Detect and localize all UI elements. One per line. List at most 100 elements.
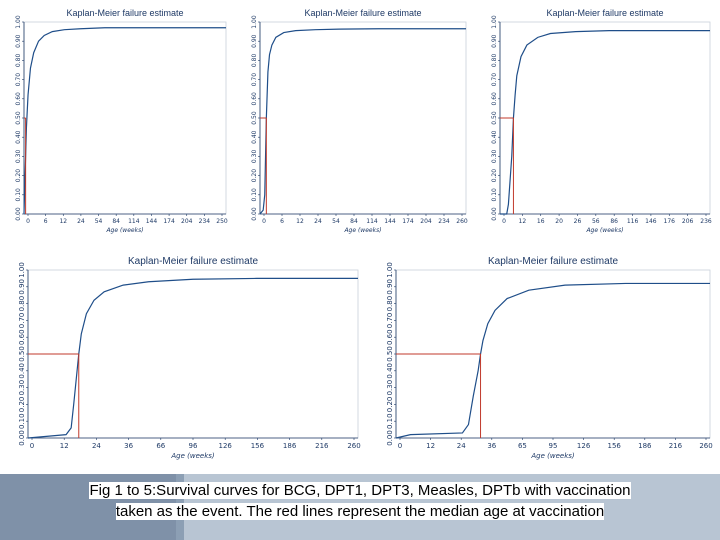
- caption-line-1: Fig 1 to 5:Survival curves for BCG, DPT1…: [89, 482, 631, 499]
- figure-caption: Fig 1 to 5:Survival curves for BCG, DPT1…: [4, 480, 716, 522]
- chart-title: Kaplan-Meier failure estimate: [546, 8, 663, 18]
- y-tick-label: 0.10: [18, 413, 26, 429]
- x-tick-label: 24: [314, 218, 322, 225]
- x-tick-label: 156: [608, 442, 622, 450]
- x-tick-label: 54: [332, 218, 340, 225]
- x-axis-label: Age (weeks): [105, 227, 143, 234]
- y-tick-label: 1.00: [251, 15, 258, 29]
- x-tick-label: 114: [366, 218, 378, 225]
- x-tick-label: 236: [700, 218, 712, 225]
- x-tick-label: 176: [664, 218, 676, 225]
- y-tick-label: 1.00: [18, 262, 26, 278]
- y-tick-label: 0.10: [491, 188, 498, 202]
- x-tick-label: 65: [518, 442, 527, 450]
- y-tick-label: 0.90: [18, 279, 26, 295]
- x-tick-label: 96: [189, 442, 198, 450]
- y-tick-label: 0.60: [386, 329, 394, 345]
- x-tick-label: 12: [59, 218, 67, 225]
- x-tick-label: 0: [262, 218, 266, 225]
- y-tick-label: 0.60: [491, 92, 498, 106]
- x-tick-label: 174: [163, 218, 175, 225]
- km-chart-4-svg: Kaplan-Meier failure estimate 0.000.100.2…: [18, 256, 361, 460]
- x-tick-label: 216: [669, 442, 683, 450]
- x-tick-label: 24: [457, 442, 466, 450]
- y-tick-label: 0.50: [15, 111, 22, 125]
- x-tick-label: 186: [283, 442, 297, 450]
- plot-area: [499, 21, 711, 215]
- y-tick-label: 0.40: [491, 130, 498, 144]
- y-tick-label: 1.00: [386, 262, 394, 278]
- x-axis-label: Age (weeks): [530, 452, 575, 460]
- x-axis-label: Age (weeks): [585, 227, 623, 234]
- x-tick-label: 26: [574, 218, 582, 225]
- y-tick-label: 0.00: [18, 430, 26, 446]
- y-tick-label: 0.20: [15, 169, 22, 183]
- x-tick-label: 156: [251, 442, 265, 450]
- x-tick-label: 6: [280, 218, 284, 225]
- y-tick-label: 0.70: [251, 73, 258, 87]
- y-tick-label: 0.20: [386, 397, 394, 413]
- x-tick-label: 86: [610, 218, 618, 225]
- km-curve: [27, 277, 358, 439]
- km-chart-5: Kaplan-Meier failure estimate 0.00 0.10 0.2…: [372, 250, 716, 468]
- y-tick-label: 0.80: [251, 54, 258, 68]
- x-tick-label: 174: [402, 218, 414, 225]
- y-tick-label: 0.30: [15, 150, 22, 164]
- y-tick-label: 0.40: [386, 363, 394, 379]
- km-curve: [23, 27, 226, 215]
- x-tick-label: 95: [549, 442, 558, 450]
- x-tick-label: 24: [77, 218, 85, 225]
- y-tick-label: 0.20: [251, 169, 258, 183]
- km-chart-5-svg: Kaplan-Meier failure estimate 0.000.100.2…: [386, 256, 713, 460]
- x-tick-label: 0: [502, 218, 506, 225]
- km-curve: [500, 30, 710, 215]
- x-tick-label: 234: [438, 218, 450, 225]
- chart-title: Kaplan-Meier failure estimate: [66, 8, 183, 18]
- x-tick-label: 204: [181, 218, 193, 225]
- x-tick-label: 20: [555, 218, 563, 225]
- x-axis-label: Age (weeks): [343, 227, 381, 234]
- y-tick-label: 0.90: [251, 34, 258, 48]
- y-tick-label: 0.80: [15, 54, 22, 68]
- x-axis-label: Age (weeks): [170, 452, 215, 460]
- x-tick-label: 56: [592, 218, 600, 225]
- x-tick-label: 260: [456, 218, 468, 225]
- y-tick-label: 0.30: [251, 150, 258, 164]
- x-tick-label: 84: [112, 218, 120, 225]
- caption-line-2: taken as the event. The red lines repres…: [115, 503, 605, 520]
- x-tick-label: 12: [296, 218, 304, 225]
- x-tick-label: 146: [645, 218, 657, 225]
- y-tick-label: 0.00: [15, 207, 22, 221]
- y-tick-label: 0.80: [386, 296, 394, 312]
- km-curve: [259, 28, 466, 215]
- y-tick-label: 0.70: [15, 73, 22, 87]
- y-tick-label: 1.00: [491, 15, 498, 29]
- plot-area: [27, 269, 359, 439]
- y-tick-label: 0.70: [18, 313, 26, 329]
- chart-title: Kaplan-Meier failure estimate: [304, 8, 421, 18]
- y-tick-label: 0.60: [18, 329, 26, 345]
- y-tick-label: 0.00: [386, 430, 394, 446]
- y-tick-label: 0.10: [251, 188, 258, 202]
- y-tick-label: 0.20: [491, 169, 498, 183]
- x-tick-label: 250: [216, 218, 228, 225]
- x-tick-label: 0: [30, 442, 34, 450]
- x-tick-label: 0: [26, 218, 30, 225]
- x-tick-label: 126: [577, 442, 591, 450]
- y-tick-label: 0.00: [251, 207, 258, 221]
- x-tick-label: 12: [519, 218, 527, 225]
- x-tick-label: 126: [219, 442, 233, 450]
- x-tick-label: 204: [420, 218, 432, 225]
- y-tick-label: 0.70: [491, 73, 498, 87]
- y-tick-label: 0.10: [15, 188, 22, 202]
- km-chart-3-svg: Kaplan-Meier failure estimate 0.00 0.10 0.2…: [491, 8, 712, 234]
- x-tick-label: 206: [682, 218, 694, 225]
- x-tick-label: 216: [315, 442, 329, 450]
- km-chart-3: Kaplan-Meier failure estimate 0.00 0.10 0.2…: [480, 4, 716, 238]
- x-tick-label: 12: [60, 442, 69, 450]
- x-tick-label: 84: [350, 218, 358, 225]
- y-tick-label: 0.60: [251, 92, 258, 106]
- y-tick-label: 0.30: [491, 150, 498, 164]
- plot-area: [259, 21, 467, 215]
- x-tick-label: 114: [128, 218, 140, 225]
